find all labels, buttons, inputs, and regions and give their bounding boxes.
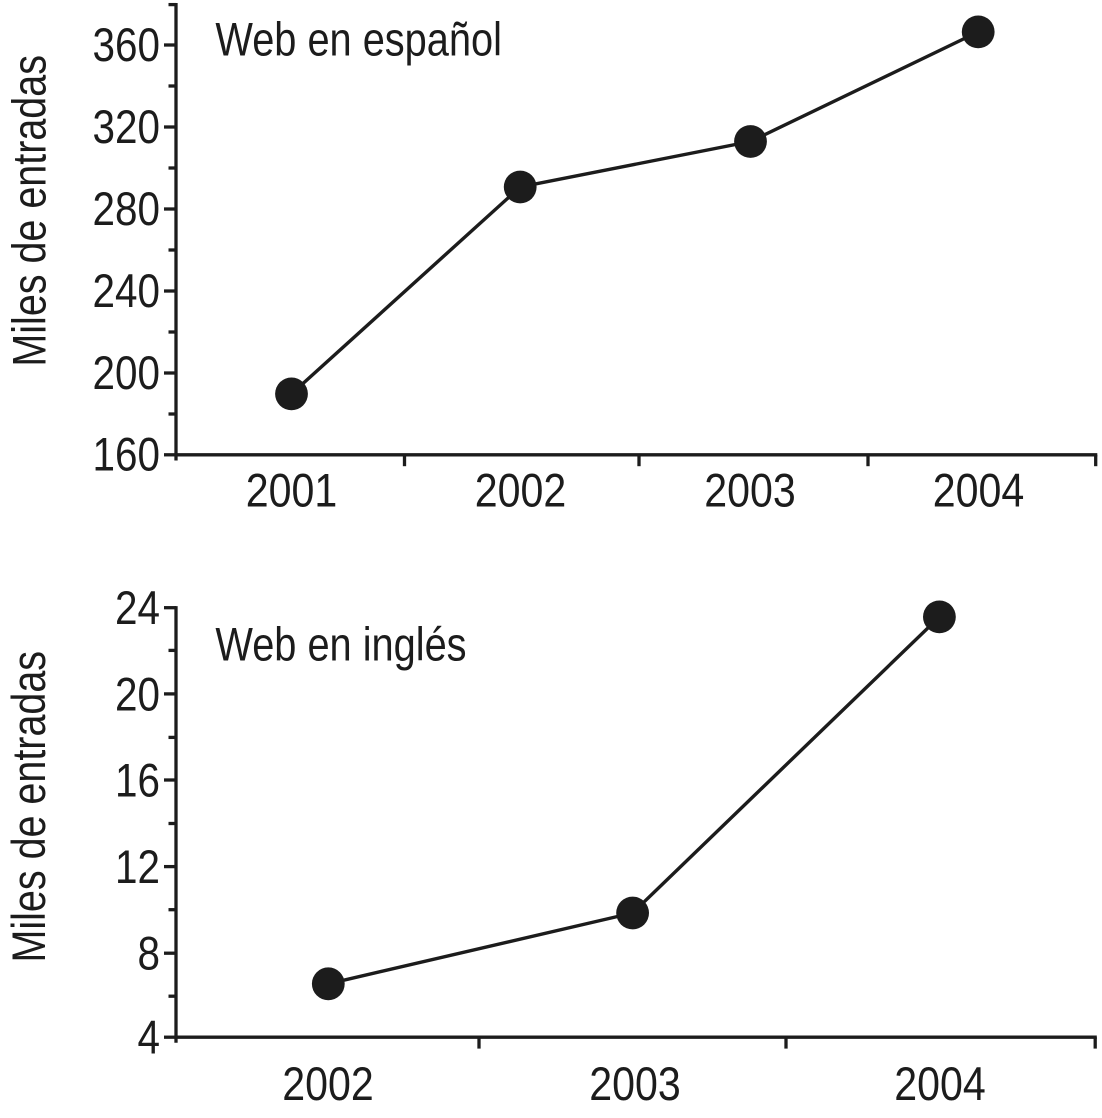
svg-text:200: 200 (93, 347, 160, 400)
svg-text:2003: 2003 (589, 1058, 680, 1110)
svg-text:8: 8 (138, 928, 160, 981)
svg-text:20: 20 (115, 668, 160, 721)
svg-text:2001: 2001 (246, 465, 337, 517)
svg-text:2004: 2004 (894, 1058, 985, 1110)
svg-text:2002: 2002 (475, 465, 566, 517)
svg-text:360: 360 (93, 19, 160, 72)
svg-text:Web en inglés: Web en inglés (215, 619, 466, 671)
svg-text:Miles de entradas: Miles de entradas (4, 55, 56, 367)
svg-text:2002: 2002 (282, 1058, 373, 1110)
svg-text:280: 280 (93, 183, 160, 236)
svg-text:Web en español: Web en español (215, 14, 502, 66)
svg-text:12: 12 (115, 841, 160, 894)
svg-text:2004: 2004 (933, 465, 1024, 517)
svg-text:160: 160 (93, 429, 160, 482)
svg-text:2003: 2003 (704, 465, 795, 517)
svg-text:4: 4 (138, 1012, 160, 1065)
svg-text:16: 16 (115, 755, 160, 808)
svg-text:24: 24 (115, 582, 160, 635)
svg-text:240: 240 (93, 265, 160, 318)
svg-text:320: 320 (93, 101, 160, 154)
svg-text:Miles de entradas: Miles de entradas (4, 651, 56, 963)
